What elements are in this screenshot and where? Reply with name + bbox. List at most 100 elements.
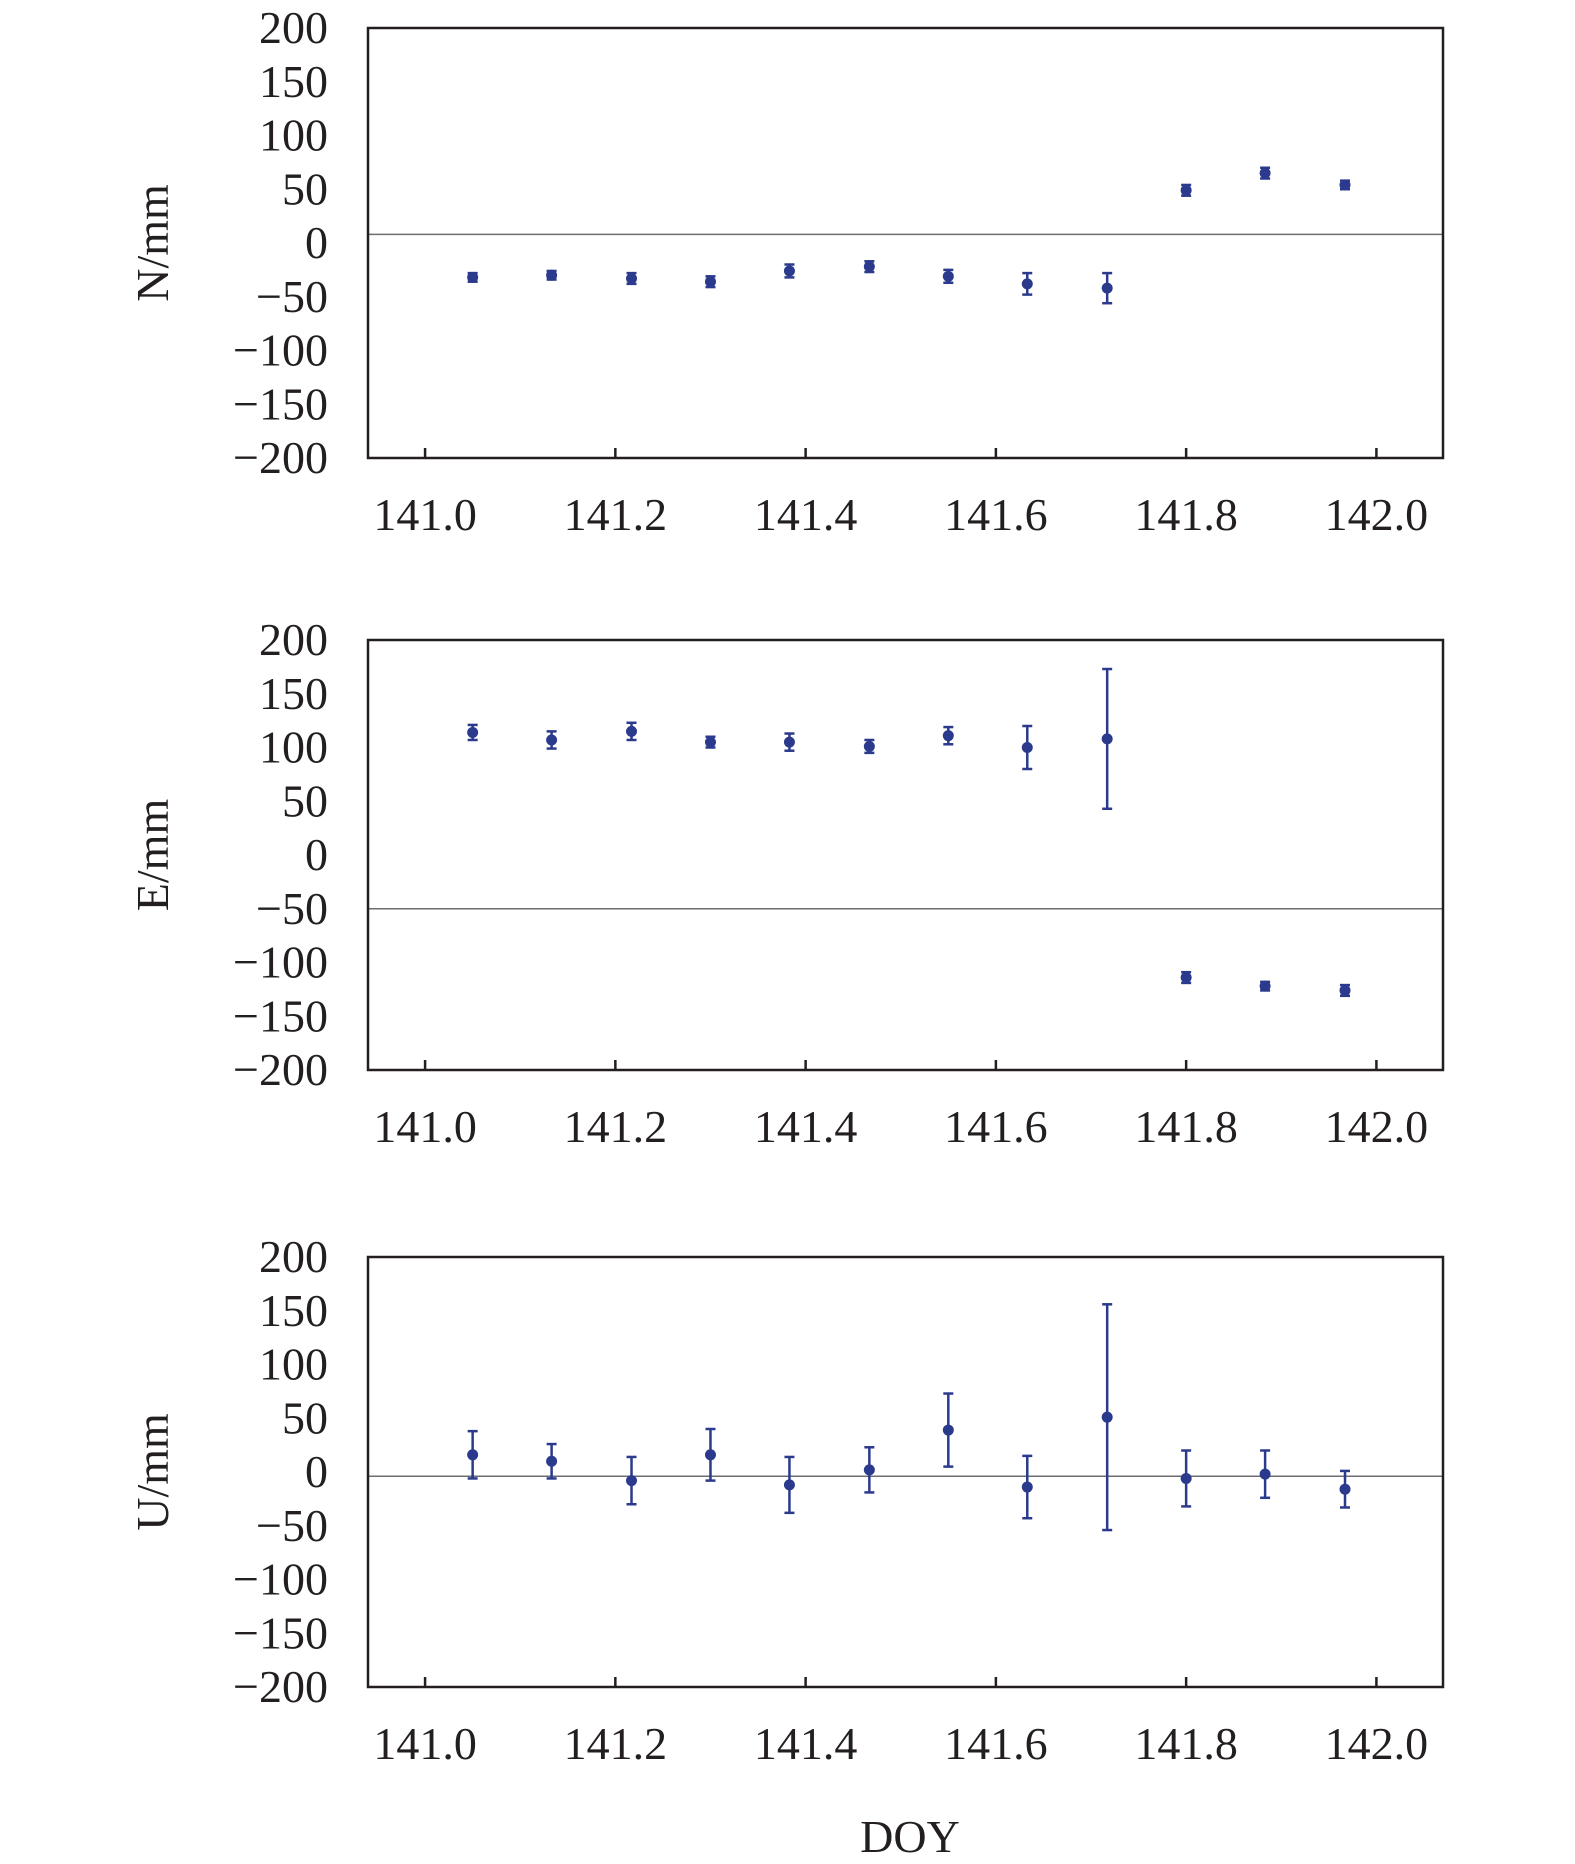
x-tick-label: 141.2 (564, 489, 668, 540)
x-axis-title: DOY (860, 1811, 960, 1862)
data-point (704, 1427, 716, 1482)
data-point (704, 735, 716, 749)
data-point (1101, 1303, 1113, 1532)
data-point (467, 723, 479, 742)
data-point (1339, 179, 1351, 191)
marker (863, 261, 875, 273)
y-tick-label: −100 (233, 1554, 328, 1605)
data-point (783, 1455, 795, 1515)
marker (942, 730, 954, 742)
data-point (1101, 271, 1113, 305)
data-point (783, 263, 795, 279)
x-tick-label: 141.0 (373, 1718, 477, 1769)
y-tick-label: −200 (233, 1661, 328, 1712)
y-tick-label: 100 (259, 110, 328, 161)
y-tick-label: 150 (259, 56, 328, 107)
data-point (1021, 1454, 1033, 1520)
y-tick-label: −150 (233, 1607, 328, 1658)
data-point (1259, 980, 1271, 992)
marker (626, 272, 638, 284)
y-tick-label: −200 (233, 432, 328, 483)
y-tick-label: −50 (256, 1500, 328, 1551)
marker (1259, 167, 1271, 179)
marker (863, 1464, 875, 1476)
marker (1259, 980, 1271, 992)
marker (1021, 1481, 1033, 1493)
data-point (1180, 1449, 1192, 1508)
data-point (1259, 166, 1271, 180)
marker (1021, 278, 1033, 290)
data-point (626, 721, 638, 742)
marker (1180, 1472, 1192, 1484)
x-tick-label: 141.4 (754, 1101, 858, 1152)
marker (467, 271, 479, 283)
data-point (863, 738, 875, 755)
y-tick-label: −150 (233, 378, 328, 429)
y-axis-title: U/mm (127, 1413, 178, 1531)
x-tick-label: 141.6 (944, 1101, 1048, 1152)
marker (546, 1455, 558, 1467)
marker (1339, 984, 1351, 996)
marker (1021, 742, 1033, 753)
data-point (467, 271, 479, 283)
x-tick-label: 141.8 (1134, 1718, 1238, 1769)
marker (1180, 972, 1192, 984)
y-tick-label: 100 (259, 722, 328, 773)
data-point (1021, 271, 1033, 296)
data-point (942, 268, 954, 285)
data-point (783, 732, 795, 752)
data-point (704, 275, 716, 289)
y-tick-label: 50 (282, 163, 328, 214)
x-tick-label: 142.0 (1325, 1718, 1429, 1769)
data-point (1180, 970, 1192, 985)
x-tick-label: 142.0 (1325, 489, 1429, 540)
marker (704, 276, 716, 288)
data-point (863, 260, 875, 274)
marker (1180, 184, 1192, 196)
data-point (546, 1442, 558, 1480)
x-tick-label: 141.0 (373, 489, 477, 540)
marker (942, 1424, 954, 1436)
data-point (1259, 1449, 1271, 1500)
marker (546, 269, 558, 281)
data-point (626, 271, 638, 286)
data-point (546, 730, 558, 750)
marker (783, 1479, 795, 1491)
y-tick-label: −100 (233, 325, 328, 376)
y-tick-label: 100 (259, 1339, 328, 1390)
plot-frame (366, 1255, 1445, 1689)
data-point (942, 725, 954, 746)
data-point (1339, 1469, 1351, 1509)
y-tick-label: 0 (305, 1446, 328, 1497)
x-tick-label: 141.4 (754, 489, 858, 540)
y-tick-label: 200 (259, 2, 328, 53)
marker (783, 265, 795, 277)
data-point (1180, 183, 1192, 197)
y-tick-label: 50 (282, 1392, 328, 1443)
x-tick-label: 141.4 (754, 1718, 858, 1769)
marker (704, 1449, 716, 1461)
y-axis-title: N/mm (127, 184, 178, 302)
y-axis-title: E/mm (127, 799, 178, 912)
y-tick-label: −100 (233, 937, 328, 988)
x-tick-label: 141.6 (944, 1718, 1048, 1769)
y-tick-label: 50 (282, 775, 328, 826)
data-point (626, 1455, 638, 1506)
marker (1101, 1411, 1113, 1423)
marker (942, 270, 954, 282)
marker (863, 740, 875, 752)
data-point (1021, 724, 1033, 771)
x-tick-label: 142.0 (1325, 1101, 1429, 1152)
data-point (546, 269, 558, 281)
marker (626, 725, 638, 737)
plot-frame (366, 26, 1445, 460)
x-tick-label: 141.0 (373, 1101, 477, 1152)
y-tick-label: −150 (233, 990, 328, 1041)
y-tick-label: −50 (256, 883, 328, 934)
plot-frame (366, 638, 1445, 1072)
data-point (863, 1446, 875, 1494)
